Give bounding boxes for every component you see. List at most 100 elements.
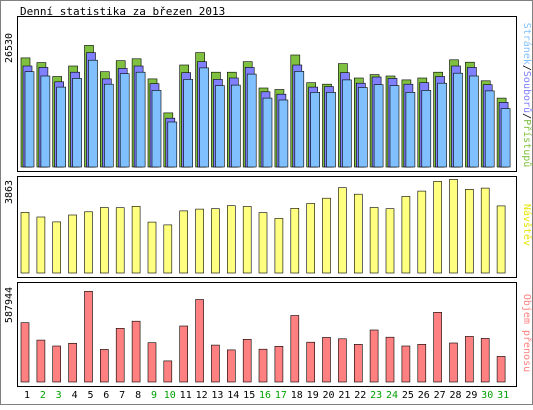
pages-bar [104, 83, 114, 168]
visits-bar [227, 205, 236, 274]
visits-bar [274, 218, 284, 274]
panel-top [17, 16, 517, 172]
day-label: 31 [497, 390, 509, 401]
scale-label-bottom: 587944 [4, 287, 15, 323]
pages-bar [246, 73, 257, 168]
traffic-bar [322, 337, 331, 383]
visits-bar [131, 206, 141, 274]
pages-bar [405, 92, 416, 168]
visits-bar [496, 205, 506, 274]
pages-bar [294, 71, 305, 168]
visits-bar [433, 181, 442, 274]
day-label: 22 [354, 390, 366, 401]
day-label: 28 [449, 390, 461, 401]
visits-bar [195, 208, 204, 274]
day-label: 19 [307, 390, 319, 401]
day-label: 20 [322, 390, 334, 401]
day-label: 26 [418, 390, 430, 401]
day-label: 3 [56, 390, 62, 401]
panel-bottom [17, 282, 517, 387]
visits-bar [465, 189, 474, 274]
legend-entry: Přístupů [521, 119, 533, 167]
visits-bar [20, 212, 30, 274]
traffic-bar [369, 329, 379, 383]
pages-bar [262, 97, 273, 168]
scale-label-middle: 3863 [4, 180, 15, 204]
traffic-bar [115, 327, 125, 383]
scale-label-top: 26530 [4, 33, 15, 63]
pages-bar [24, 71, 35, 168]
visits-bar [52, 221, 62, 274]
legend-entry: Stránek [521, 23, 533, 65]
day-label: 15 [243, 390, 255, 401]
visits-bar [449, 179, 458, 274]
traffic-bar [353, 343, 363, 383]
visits-bar [401, 196, 411, 274]
visits-bar [322, 197, 331, 274]
day-label: 4 [72, 390, 78, 401]
x-axis-labels: 1 2 3 4 5 6 7 8 9 10 11 12 13 14 15 16 17 18 19 20 21 22 23 24 2… [24, 390, 509, 401]
panel-middle [17, 176, 517, 278]
visits-bar [100, 207, 109, 274]
visits-bar [68, 214, 77, 274]
visits-bar [36, 216, 46, 274]
traffic-bar [131, 320, 141, 383]
day-label: 23 [370, 390, 382, 401]
bars-layer [20, 45, 511, 383]
day-label: 1 [24, 390, 30, 401]
legend-entry: Objem přenosu [521, 294, 533, 372]
pages-bar [357, 87, 368, 168]
pages-bar [342, 79, 352, 168]
pages-bar [199, 67, 209, 168]
pages-bar [484, 90, 495, 168]
traffic-bar [242, 338, 252, 383]
visits-bar [353, 193, 363, 274]
traffic-bar [84, 290, 93, 383]
day-label: 8 [135, 390, 141, 401]
legend-bottom: Objem přenosu [521, 294, 533, 372]
day-label: 2 [40, 390, 46, 401]
visits-bar [480, 187, 490, 274]
pages-bar [231, 84, 241, 168]
pages-bar [40, 75, 51, 168]
traffic-bar [52, 345, 62, 383]
traffic-bar [290, 315, 300, 383]
day-label: 7 [119, 390, 125, 401]
pages-bar [135, 71, 146, 168]
legend-entry: Návštěv [521, 204, 533, 246]
day-label: 5 [87, 390, 93, 401]
pages-bar [72, 78, 82, 168]
day-label: 21 [338, 390, 350, 401]
day-label: 10 [164, 390, 176, 401]
pages-bar [151, 90, 162, 168]
pages-bar [469, 75, 479, 168]
traffic-bar [258, 348, 268, 383]
traffic-bar [385, 336, 395, 383]
legend-entry: / [521, 113, 532, 119]
day-label: 9 [151, 390, 157, 401]
pages-bar [437, 82, 447, 168]
legend-top: Stránek/Souborů/Přístupů [521, 23, 533, 168]
traffic-bar [274, 345, 284, 383]
day-label: 11 [180, 390, 192, 401]
visits-bar [147, 221, 157, 274]
pages-bar [183, 79, 193, 168]
chart-title: Denní statistika za březen 2013 [20, 5, 225, 18]
traffic-bar [163, 360, 173, 383]
pages-bar [167, 121, 178, 168]
visits-bar [163, 224, 173, 274]
panels [17, 16, 517, 387]
day-label: 16 [259, 390, 271, 401]
visits-bar [290, 208, 300, 274]
pages-bar [88, 59, 98, 168]
traffic-bar [480, 338, 490, 383]
traffic-bar [449, 342, 458, 383]
pages-bar [389, 85, 400, 168]
traffic-bar [306, 341, 316, 383]
legend-entry: Souborů [521, 71, 533, 113]
traffic-bar [100, 349, 109, 383]
traffic-bar [465, 336, 474, 383]
traffic-bar [401, 345, 411, 383]
pages-bar [421, 90, 432, 168]
